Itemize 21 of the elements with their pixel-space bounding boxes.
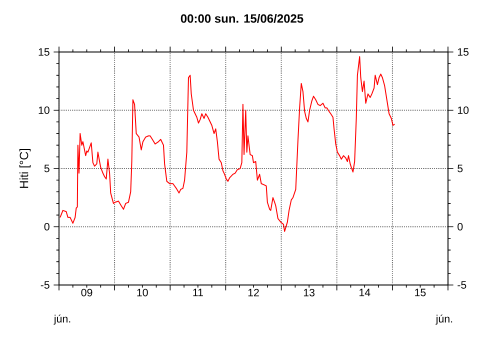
- text: jún.: [436, 314, 452, 325]
- x-tick-label: 15: [415, 288, 426, 296]
- y-tick-label: 15: [38, 48, 50, 56]
- y2-tick-label: 0: [458, 222, 463, 231]
- y-tick-label: 5: [44, 164, 50, 172]
- y2-tick-label: 15: [458, 48, 469, 56]
- y2-tick-label: -5: [458, 281, 466, 289]
- y-tick-label: 10: [38, 106, 50, 114]
- y-axis-title: Hiti [°C]: [19, 148, 31, 188]
- x-tick-label: 10: [137, 288, 148, 296]
- x-tick-label: 09: [81, 288, 92, 296]
- y-tick-label: -5: [40, 281, 50, 289]
- y-tick-label: 0: [44, 222, 50, 231]
- x-tick-label: 12: [248, 288, 259, 296]
- y2-tick-label: 10: [458, 106, 469, 114]
- y2-tick-label: 5: [458, 164, 463, 172]
- x-tick-label: 14: [360, 288, 370, 296]
- chart-title: 00:00 sun. 15/06/2025: [180, 14, 304, 23]
- x-tick-label: 13: [304, 288, 315, 296]
- x-tick-label: 11: [193, 288, 203, 296]
- text: jún.: [54, 314, 70, 325]
